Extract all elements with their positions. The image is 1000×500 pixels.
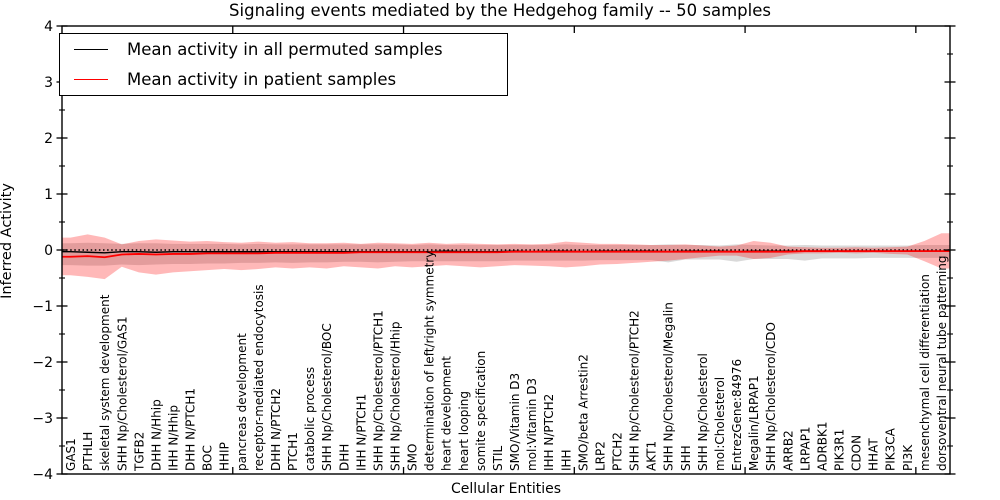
- x-tick-label: IHH N/Hhip: [167, 405, 181, 471]
- x-axis-label: Cellular Entities: [450, 481, 562, 497]
- y-tick-label: −2: [32, 355, 53, 371]
- x-tick-label: HHAT: [867, 438, 881, 471]
- legend-line-sample-black: [74, 49, 108, 51]
- x-tick-label: TGFB2: [132, 432, 146, 472]
- y-tick-label: 0: [44, 243, 53, 259]
- y-tick-label: −3: [32, 411, 53, 427]
- patient-mean-line: [62, 250, 950, 259]
- x-tick-label: DHH N/PTCH2: [269, 388, 283, 471]
- legend-line-sample-red: [74, 78, 108, 80]
- x-tick-label: mesenchymal cell differentiation: [918, 274, 932, 471]
- x-tick-label: SHH Np/Cholesterol/PTCH2: [628, 310, 642, 471]
- x-tick-label: HHIP: [218, 442, 232, 471]
- x-tick-label: SHH Np/Cholesterol/PTCH1: [371, 310, 385, 471]
- x-tick-label: mol:Vitamin D3: [525, 378, 539, 471]
- permuted-range-band: [62, 242, 950, 266]
- x-tick-label: STIL: [491, 446, 505, 471]
- x-tick-label: EntrezGene:84976: [730, 359, 744, 471]
- x-tick-label: SHH Np/Cholesterol/Megalin: [662, 302, 676, 471]
- x-tick-label: SHH Np/Cholesterol/GAS1: [115, 316, 129, 471]
- y-tick-label: 4: [44, 19, 53, 35]
- x-tick-label: SMO/beta Arrestin2: [576, 354, 590, 471]
- x-tick-label: SMO: [406, 444, 420, 471]
- x-tick-label: DHH N/PTCH1: [184, 388, 198, 471]
- x-tick-label: Megalin/LRPAP1: [747, 375, 761, 471]
- y-tick-label: 1: [44, 187, 53, 203]
- x-tick-label: DHH: [337, 444, 351, 471]
- legend-label-patient: Mean activity in patient samples: [127, 69, 397, 89]
- x-tick-label: CDON: [850, 435, 864, 471]
- x-tick-label: AKT1: [645, 441, 659, 471]
- y-tick-label: 2: [44, 131, 53, 147]
- x-tick-label: SHH Np/Cholesterol: [696, 353, 710, 471]
- x-tick-label: determination of left/right symmetry: [423, 251, 437, 471]
- x-tick-label: receptor-mediated endocytosis: [252, 284, 266, 471]
- x-tick-label: ADRBK1: [815, 421, 829, 471]
- x-tick-label: DHH N/Hhip: [149, 399, 163, 471]
- x-tick-label: PIK3R1: [833, 429, 847, 471]
- x-tick-label: SHH Np/Cholesterol/CDO: [764, 322, 778, 471]
- patient-range-band: [62, 233, 950, 280]
- x-tick-label: somite specification: [474, 351, 488, 471]
- x-tick-label: LRP2: [593, 441, 607, 471]
- x-tick-label: ARRB2: [781, 430, 795, 471]
- x-tick-label: LRPAP1: [798, 426, 812, 471]
- legend-entry-permuted: Mean activity in all permuted samples: [60, 36, 507, 64]
- x-tick-label: PTCH2: [611, 432, 625, 471]
- x-tick-label: IHH: [559, 449, 573, 471]
- x-tick-label: heart development: [440, 356, 454, 471]
- x-tick-label: skeletal system development: [98, 294, 112, 471]
- x-tick-label: dorsoventral neural tube patterning: [935, 255, 949, 471]
- x-tick-label: PI3K: [901, 444, 915, 471]
- x-tick-label: heart looping: [457, 391, 471, 471]
- legend: Mean activity in all permuted samples Me…: [59, 33, 508, 96]
- x-tick-label: GAS1: [64, 438, 78, 471]
- y-tick-label: −4: [32, 467, 53, 483]
- x-tick-label: PTHLH: [81, 432, 95, 471]
- x-tick-label: IHH N/PTCH2: [542, 394, 556, 471]
- legend-label-permuted: Mean activity in all permuted samples: [127, 40, 443, 60]
- y-tick-label: −1: [32, 299, 53, 315]
- x-tick-label: pancreas development: [235, 333, 249, 471]
- legend-entry-patient: Mean activity in patient samples: [60, 65, 507, 93]
- x-tick-label: catabolic process: [303, 367, 317, 471]
- x-tick-label: SMO/Vitamin D3: [508, 373, 522, 471]
- x-tick-label: BOC: [201, 445, 215, 471]
- x-tick-label: PTCH1: [286, 432, 300, 471]
- y-tick-label: 3: [44, 75, 53, 91]
- x-tick-label: mol:Cholesterol: [713, 377, 727, 471]
- x-tick-label: SHH: [679, 445, 693, 471]
- x-tick-label: SHH Np/Cholesterol/BOC: [320, 323, 334, 471]
- x-tick-label: PIK3CA: [884, 427, 898, 471]
- x-tick-label: SHH Np/Cholesterol/Hhip: [389, 322, 403, 471]
- chart-title: Signaling events mediated by the Hedgeho…: [229, 1, 771, 20]
- x-tick-label: IHH N/PTCH1: [354, 394, 368, 471]
